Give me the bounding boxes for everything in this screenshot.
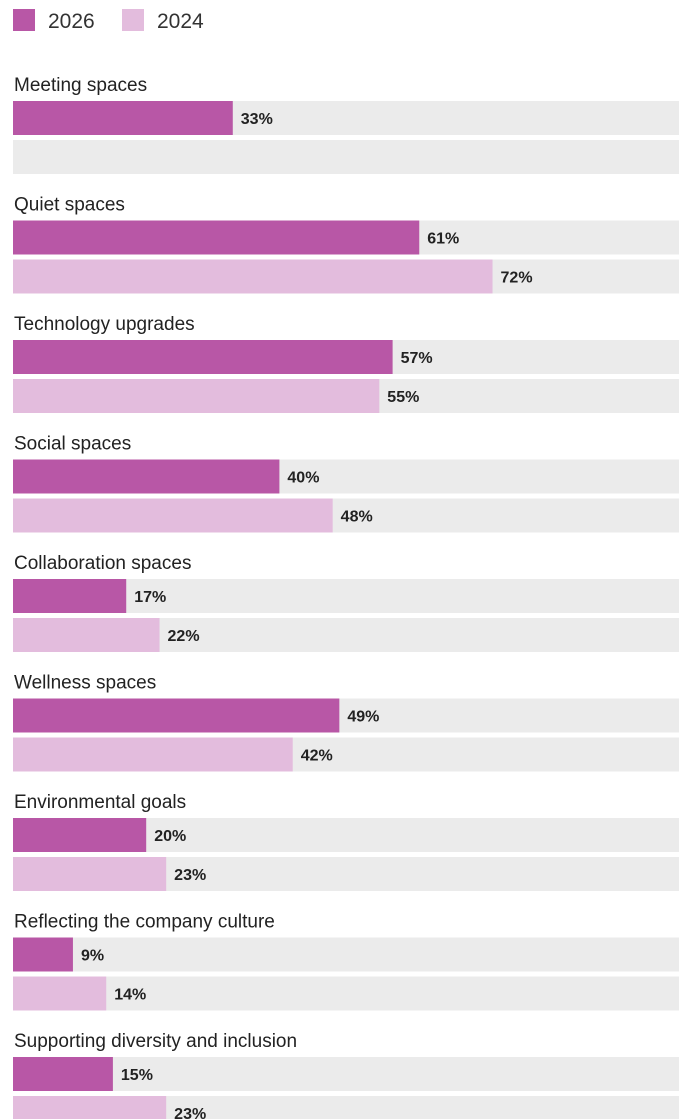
bar-2024 [13, 498, 333, 533]
category-group: Reflecting the company culture 9% 14% [13, 912, 679, 1011]
bar-track [13, 140, 679, 174]
category-group: Supporting diversity and inclusion 15% 23% [13, 1031, 679, 1119]
value-label: 42% [301, 748, 333, 765]
bar-2024 [13, 259, 493, 294]
value-label: 20% [154, 828, 186, 845]
bar-2026 [13, 459, 280, 494]
category-group: Social spaces 40% 48% [13, 434, 679, 533]
bar-2026 [13, 101, 233, 135]
value-label: 40% [287, 470, 319, 487]
category-label: Social spaces [14, 434, 131, 455]
value-label: 14% [114, 987, 146, 1004]
bar-track [13, 1057, 679, 1091]
bar-2024 [13, 379, 380, 413]
value-label: 23% [174, 1106, 206, 1119]
category-group: Collaboration spaces 17% 22% [13, 553, 679, 652]
category-group: Technology upgrades 57% 55% [13, 314, 679, 413]
value-label: 9% [81, 948, 104, 965]
bar-2024 [13, 618, 160, 652]
category-label: Technology upgrades [14, 314, 195, 335]
bar-track [13, 937, 679, 972]
legend: 2026 2024 [13, 9, 204, 33]
bar-2024 [13, 976, 107, 1011]
category-group: Meeting spaces 33% [13, 75, 679, 174]
legend-swatch [122, 9, 144, 31]
category-group: Wellness spaces 49% 42% [13, 673, 679, 772]
value-label: 15% [121, 1067, 153, 1084]
category-label: Environmental goals [14, 792, 186, 813]
category-label: Wellness spaces [14, 673, 156, 694]
value-label: 22% [168, 628, 200, 645]
bar-2026 [13, 220, 420, 255]
value-label: 55% [387, 389, 419, 406]
value-label: 33% [241, 111, 273, 128]
legend-item-2024: 2024 [122, 9, 204, 33]
category-label: Supporting diversity and inclusion [14, 1031, 297, 1052]
legend-label: 2024 [157, 10, 204, 33]
value-label: 49% [347, 709, 379, 726]
value-label: 48% [341, 509, 373, 526]
bar-2026 [13, 1057, 113, 1091]
bar-2026 [13, 698, 340, 733]
legend-label: 2026 [48, 10, 95, 33]
bar-2024 [13, 737, 293, 772]
category-label: Quiet spaces [14, 195, 125, 216]
bar-2024 [13, 1096, 167, 1119]
value-label: 57% [401, 350, 433, 367]
category-label: Reflecting the company culture [14, 912, 275, 933]
chart-groups: Meeting spaces 33% Quiet spaces 61% 72% Techn… [13, 75, 679, 1119]
bar-track [13, 1096, 679, 1119]
value-label: 72% [501, 270, 533, 287]
bar-2026 [13, 818, 147, 852]
bar-track [13, 976, 679, 1011]
legend-swatch [13, 9, 35, 31]
category-group: Environmental goals 20% 23% [13, 792, 679, 891]
bar-2026 [13, 937, 73, 972]
value-label: 61% [427, 231, 459, 248]
bar-2026 [13, 579, 127, 613]
category-label: Meeting spaces [14, 75, 147, 96]
legend-item-2026: 2026 [13, 9, 95, 33]
category-group: Quiet spaces 61% 72% [13, 195, 679, 294]
bar-2024 [13, 857, 167, 891]
value-label: 23% [174, 867, 206, 884]
category-label: Collaboration spaces [14, 553, 191, 574]
bar-2026 [13, 340, 393, 374]
value-label: 17% [134, 589, 166, 606]
